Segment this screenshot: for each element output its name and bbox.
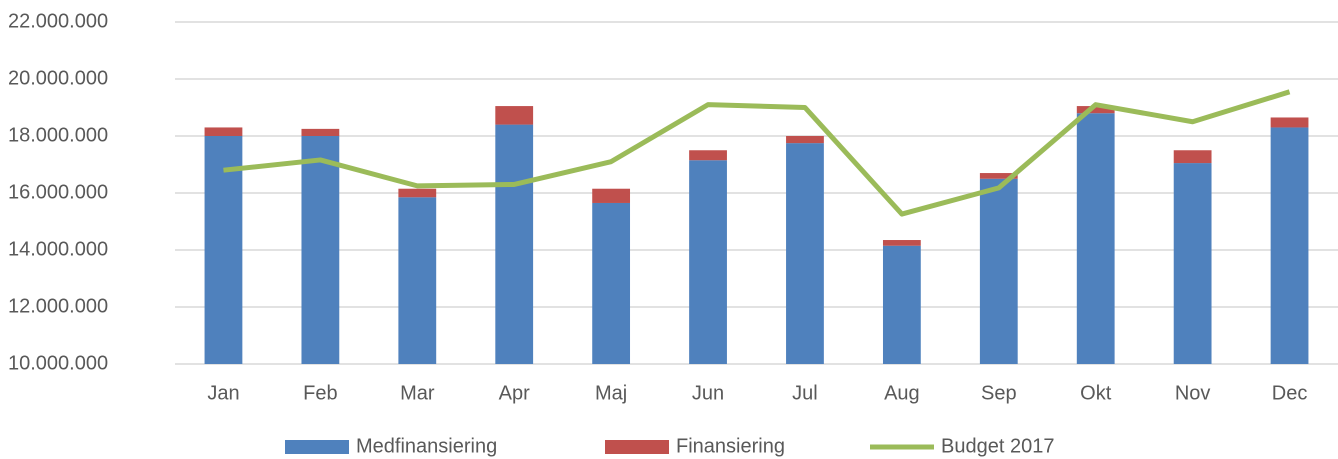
- y-tick-label: 12.000.000: [8, 295, 108, 317]
- bar-segment: [301, 136, 340, 364]
- x-tick-label: Sep: [981, 382, 1017, 404]
- y-tick-label: 10.000.000: [8, 352, 108, 374]
- bar-segment: [204, 127, 243, 136]
- y-tick-label: 18.000.000: [8, 124, 108, 146]
- x-tick-label: Jul: [792, 382, 818, 404]
- bar-segment: [204, 136, 243, 364]
- y-tick-label: 14.000.000: [8, 238, 108, 260]
- x-tick-label: Okt: [1080, 382, 1112, 404]
- legend-label: Budget 2017: [941, 435, 1054, 457]
- line-series: [223, 89, 1291, 217]
- x-tick-label: Jan: [207, 382, 239, 404]
- bar-segment: [979, 178, 1018, 364]
- bar-segment: [495, 124, 534, 364]
- y-tick-label: 22.000.000: [8, 10, 108, 32]
- y-tick-label: 16.000.000: [8, 181, 108, 203]
- bar-segment: [689, 160, 727, 364]
- x-tick-label: Jun: [692, 382, 724, 404]
- bar-segment: [592, 202, 631, 364]
- bar-segment: [398, 188, 437, 198]
- x-tick-label: Apr: [499, 382, 530, 404]
- bar-segment: [1076, 113, 1115, 364]
- legend-label: Finansiering: [676, 435, 785, 457]
- bar-segment: [882, 245, 921, 364]
- x-tick-label: Maj: [595, 382, 627, 404]
- bar-segment: [979, 173, 1018, 179]
- x-tick-label: Nov: [1175, 382, 1211, 404]
- bar-segment: [1270, 117, 1309, 128]
- legend-swatch: [605, 440, 669, 454]
- y-tick-label: 20.000.000: [8, 67, 108, 89]
- bar-segment: [398, 197, 437, 364]
- legend-swatch: [285, 440, 349, 454]
- bar-segment: [1076, 106, 1115, 114]
- bar-segment: [786, 136, 824, 144]
- bar-segment: [689, 150, 727, 161]
- x-tick-label: Feb: [303, 382, 337, 404]
- bar-segment: [495, 106, 534, 125]
- bar-segment: [301, 128, 340, 136]
- legend-label: Medfinansiering: [356, 435, 497, 457]
- bar-segment: [786, 143, 824, 364]
- x-tick-label: Dec: [1272, 382, 1308, 404]
- bar-segment: [1173, 163, 1212, 364]
- bar-segment: [1270, 127, 1309, 364]
- bar-segment: [1173, 150, 1212, 164]
- x-tick-label: Mar: [400, 382, 435, 404]
- bar-segment: [882, 240, 921, 246]
- bar-segment: [592, 188, 631, 203]
- x-tick-label: Aug: [884, 382, 920, 404]
